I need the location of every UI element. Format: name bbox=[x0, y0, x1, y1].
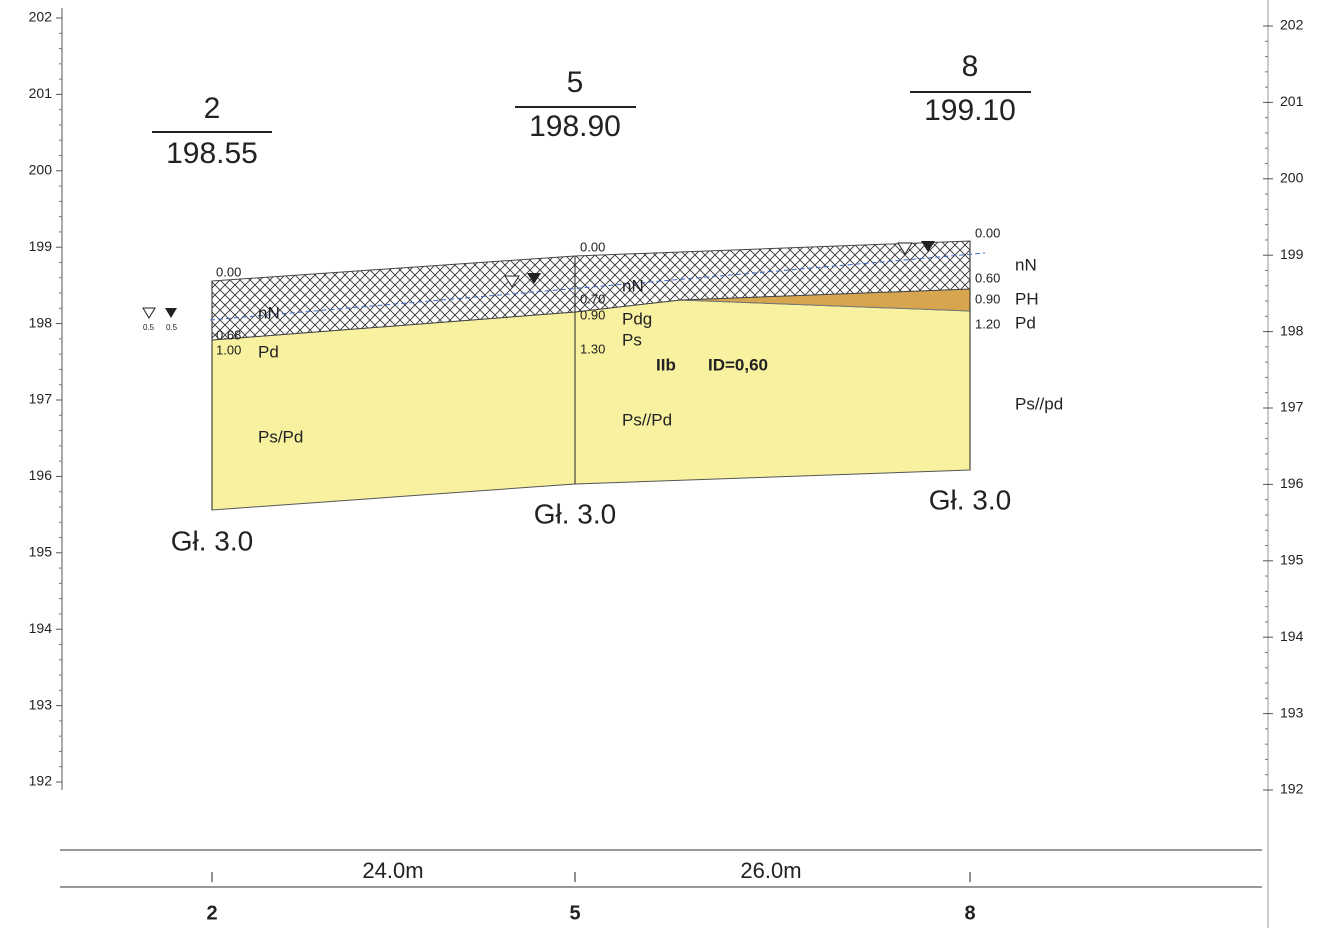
axis-label: 201 bbox=[29, 85, 53, 101]
soil-label: Ps/Pd bbox=[258, 427, 303, 446]
borehole-elevation: 199.10 bbox=[924, 94, 1016, 127]
axis-label: 202 bbox=[29, 9, 53, 25]
axis-label: 200 bbox=[29, 162, 53, 178]
depth-label: 0.68 bbox=[216, 327, 241, 342]
borehole-id: 5 bbox=[567, 66, 584, 99]
axis-label: 193 bbox=[29, 696, 53, 712]
depth-total: Gł. 3.0 bbox=[929, 484, 1011, 515]
soil-label: Ps//Pd bbox=[622, 410, 672, 429]
station-label: 2 bbox=[206, 902, 217, 924]
distance-label: 26.0m bbox=[740, 858, 801, 883]
depth-label: 1.30 bbox=[580, 341, 605, 356]
borehole-id: 2 bbox=[204, 92, 221, 125]
station-label: 8 bbox=[964, 902, 975, 924]
borehole-elevation: 198.55 bbox=[166, 137, 258, 170]
axis-label: 193 bbox=[1280, 704, 1304, 720]
density-label: ID=0,60 bbox=[708, 355, 768, 374]
depth-label: 0.00 bbox=[216, 264, 241, 279]
depth-label: 0.60 bbox=[975, 270, 1000, 285]
axis-label: 196 bbox=[1280, 475, 1304, 491]
borehole-id: 8 bbox=[962, 50, 979, 83]
axis-label: 195 bbox=[1280, 552, 1304, 568]
axis-label: 197 bbox=[1280, 399, 1304, 415]
axis-label: 196 bbox=[29, 467, 53, 483]
depth-label: 0.90 bbox=[975, 291, 1000, 306]
depth-label: 1.00 bbox=[216, 342, 241, 357]
axis-label: 194 bbox=[1280, 628, 1304, 644]
soil-label: Pd bbox=[258, 342, 279, 361]
axis-label: 194 bbox=[29, 620, 53, 636]
soil-label: Pd bbox=[1015, 313, 1036, 332]
soil-label: nN bbox=[1015, 255, 1037, 274]
soil-label: nN bbox=[622, 276, 644, 295]
depth-label: 0.00 bbox=[580, 239, 605, 254]
soil-label: nN bbox=[258, 303, 280, 322]
water-label: 0.5 bbox=[143, 323, 155, 332]
axis-label: 202 bbox=[1280, 17, 1304, 33]
axis-label: 201 bbox=[1280, 93, 1304, 109]
soil-label: Ps//pd bbox=[1015, 394, 1063, 413]
station-label: 5 bbox=[569, 902, 580, 924]
axis-label: 198 bbox=[29, 314, 53, 330]
axis-label: 198 bbox=[1280, 322, 1304, 338]
depth-label: 0.00 bbox=[975, 225, 1000, 240]
axis-label: 192 bbox=[29, 773, 53, 789]
axis-label: 192 bbox=[1280, 781, 1304, 797]
axis-label: 199 bbox=[1280, 246, 1304, 262]
water-label: 0.5 bbox=[166, 323, 178, 332]
depth-label: 0.70 bbox=[580, 291, 605, 306]
borehole-elevation: 198.90 bbox=[529, 110, 621, 143]
section-diagram: 0.5 0.5 2 198.55 5 198.90 8 199.10 0.00 … bbox=[0, 0, 1323, 928]
depth-label: 1.20 bbox=[975, 316, 1000, 331]
axis-label: 200 bbox=[1280, 170, 1304, 186]
axis-label: 195 bbox=[29, 544, 53, 560]
soil-label: Pdg bbox=[622, 309, 652, 328]
depth-total: Gł. 3.0 bbox=[171, 525, 253, 556]
soil-label: Ps bbox=[622, 330, 642, 349]
soil-label: PH bbox=[1015, 289, 1039, 308]
zone-label: IIb bbox=[656, 355, 676, 374]
depth-total: Gł. 3.0 bbox=[534, 498, 616, 529]
distance-label: 24.0m bbox=[362, 858, 423, 883]
axis-label: 199 bbox=[29, 238, 53, 254]
axis-label: 197 bbox=[29, 391, 53, 407]
depth-label: 0.90 bbox=[580, 307, 605, 322]
